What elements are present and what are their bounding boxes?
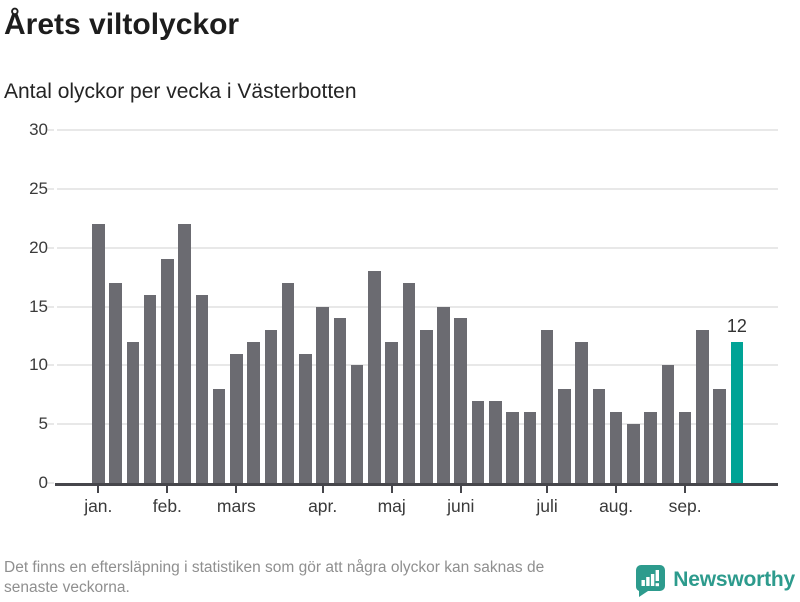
y-axis-label: 25 (29, 178, 48, 198)
bar (143, 294, 157, 483)
x-axis-month-tick (97, 485, 100, 493)
bar-highlighted (730, 341, 744, 483)
bar (402, 282, 416, 483)
footnote-line-2: senaste veckorna. (4, 579, 130, 596)
x-axis-month-tick (390, 485, 393, 493)
bar (471, 400, 485, 483)
y-axis-tick (46, 305, 54, 308)
bar (713, 388, 726, 483)
y-axis-tick (46, 482, 54, 484)
bar (350, 365, 364, 483)
y-axis-label: 0 (38, 473, 48, 492)
chart-subtitle: Antal olyckor per vecka i Västerbotten (4, 80, 357, 103)
bar (609, 412, 623, 483)
y-axis-tick (46, 364, 54, 367)
footnote-line-1: Det finns en eftersläpning i statistiken… (4, 559, 545, 576)
bar (540, 330, 554, 483)
bar (368, 271, 381, 483)
bar (488, 400, 502, 483)
bar (333, 318, 347, 483)
x-axis-month-tick (684, 485, 687, 493)
grid-line (57, 129, 778, 131)
y-axis-label: 5 (38, 414, 48, 434)
x-axis-month-label: sep. (668, 496, 702, 516)
bar (195, 294, 209, 483)
bar (385, 341, 398, 483)
x-axis-month-label: mars (216, 496, 256, 516)
newsworthy-speech-bubble-bar-chart-icon (635, 564, 666, 597)
bar (523, 412, 537, 483)
x-axis-month-label: jan. (84, 496, 113, 516)
bar (575, 341, 588, 483)
grid-line (57, 364, 778, 367)
y-axis-tick (46, 187, 54, 190)
bar (126, 341, 140, 483)
x-axis-month-tick (546, 485, 549, 493)
x-axis-line (55, 483, 778, 486)
grid-line (57, 246, 778, 249)
x-axis-month-label: juli (536, 496, 558, 516)
bar (627, 424, 640, 483)
bar (316, 306, 329, 483)
bar (161, 259, 174, 483)
y-axis-tick (46, 246, 54, 249)
bar (558, 388, 571, 483)
bar (592, 388, 606, 483)
x-axis-month-tick (235, 485, 238, 493)
x-axis-month-tick (615, 485, 618, 493)
bar (419, 330, 433, 483)
bar (661, 365, 675, 483)
y-axis-tick (46, 129, 54, 131)
bar-value-label: 12 (726, 315, 747, 336)
y-axis-label: 30 (29, 120, 48, 139)
page-title: Årets viltolyckor (4, 8, 240, 41)
bar (264, 330, 278, 483)
bar (109, 282, 122, 483)
bar (644, 412, 657, 483)
footnote: Det finns en eftersläpning i statistiken… (4, 558, 544, 598)
x-axis-month-label: maj (377, 496, 406, 516)
newsworthy-wordmark: Newsworthy (673, 568, 795, 591)
bar (696, 330, 709, 483)
bar (678, 412, 692, 483)
bar (178, 224, 191, 483)
x-axis-month-label: aug. (599, 496, 634, 516)
x-axis-month-tick (166, 485, 169, 493)
bar (454, 318, 468, 483)
y-axis-label: 10 (29, 355, 48, 375)
x-axis-month-label: feb. (152, 496, 182, 516)
grid-line (57, 305, 778, 308)
x-axis-month-tick (459, 485, 462, 493)
x-axis-month-tick (321, 485, 324, 493)
bar (299, 353, 312, 483)
grid-line (57, 423, 778, 426)
bar (247, 341, 260, 483)
bar (506, 412, 519, 483)
y-axis-label: 15 (29, 296, 48, 316)
bar (92, 224, 105, 483)
bar (281, 282, 295, 483)
bar (230, 353, 243, 483)
x-axis-month-label: apr. (308, 496, 338, 516)
grid-line (57, 187, 778, 190)
bar (437, 306, 450, 483)
bar (212, 388, 226, 483)
y-axis-label: 20 (29, 237, 48, 257)
x-axis-month-label: juni (447, 496, 475, 516)
y-axis-tick (46, 423, 54, 426)
newsworthy-logo: Newsworthy (635, 562, 795, 598)
